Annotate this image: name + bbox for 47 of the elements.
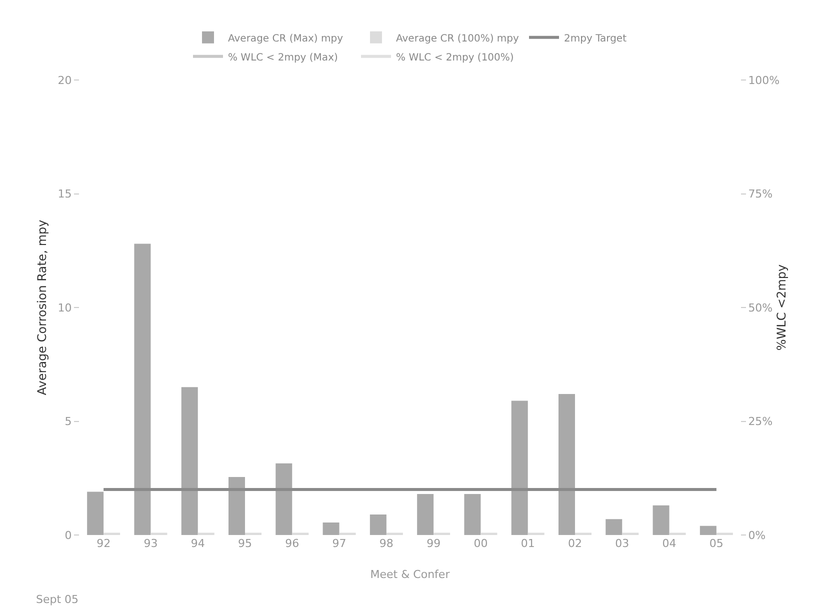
legend-label: Average CR (100%) mpy (396, 33, 520, 44)
x-tick-label: 03 (615, 537, 630, 550)
bar (700, 526, 716, 535)
legend-label: % WLC < 2mpy (100%) (396, 52, 514, 64)
x-tick-label: 96 (285, 537, 300, 550)
y-tick-label: 10 (58, 301, 72, 314)
y2-tick-label: 25% (748, 415, 773, 428)
x-tick-label: 01 (520, 537, 535, 550)
legend-label: Average CR (Max) mpy (228, 33, 344, 44)
bar (652, 505, 670, 535)
x-tick-label: 00 (474, 537, 488, 550)
y2-tick-label: 75% (748, 188, 773, 201)
y-tick-label: 5 (64, 415, 72, 428)
bar (228, 476, 245, 535)
legend-label: 2mpy Target (564, 33, 627, 44)
x-tick-label: 05 (709, 537, 724, 550)
y2-axis-title: %WLC <2mpy (774, 264, 789, 351)
bar (181, 387, 198, 535)
bar (322, 522, 340, 535)
y-tick-label: 20 (58, 74, 72, 87)
bar (511, 400, 528, 535)
bar (606, 519, 622, 535)
bar (370, 514, 386, 535)
y-tick-label: 15 (58, 188, 72, 201)
x-tick-label: 94 (190, 537, 205, 550)
x-tick-label: 97 (332, 537, 346, 550)
x-tick-label: 02 (568, 537, 582, 550)
bar (134, 244, 151, 535)
x-tick-label: 95 (238, 537, 252, 550)
x-tick-label: 93 (144, 537, 158, 550)
bar (87, 492, 104, 535)
y2-tick-label: 0% (748, 528, 766, 542)
y-axis-title: Average Corrosion Rate, mpy (35, 220, 49, 396)
bar (464, 494, 481, 535)
y2-tick-label: 50% (748, 301, 773, 314)
bar (276, 463, 292, 535)
y2-tick-label: 100% (748, 74, 780, 87)
text: Sept 05 (36, 593, 79, 606)
bar (558, 394, 575, 535)
x-tick-label: 92 (96, 537, 111, 550)
legend-label: % WLC < 2mpy (Max) (228, 52, 338, 64)
x-tick-label: 98 (379, 537, 394, 550)
y-tick-label: 0 (64, 528, 72, 542)
bar (417, 494, 434, 535)
x-axis-title: Meet & Confer (370, 568, 450, 581)
x-tick-label: 99 (426, 537, 441, 550)
x-tick-label: 04 (662, 537, 676, 550)
